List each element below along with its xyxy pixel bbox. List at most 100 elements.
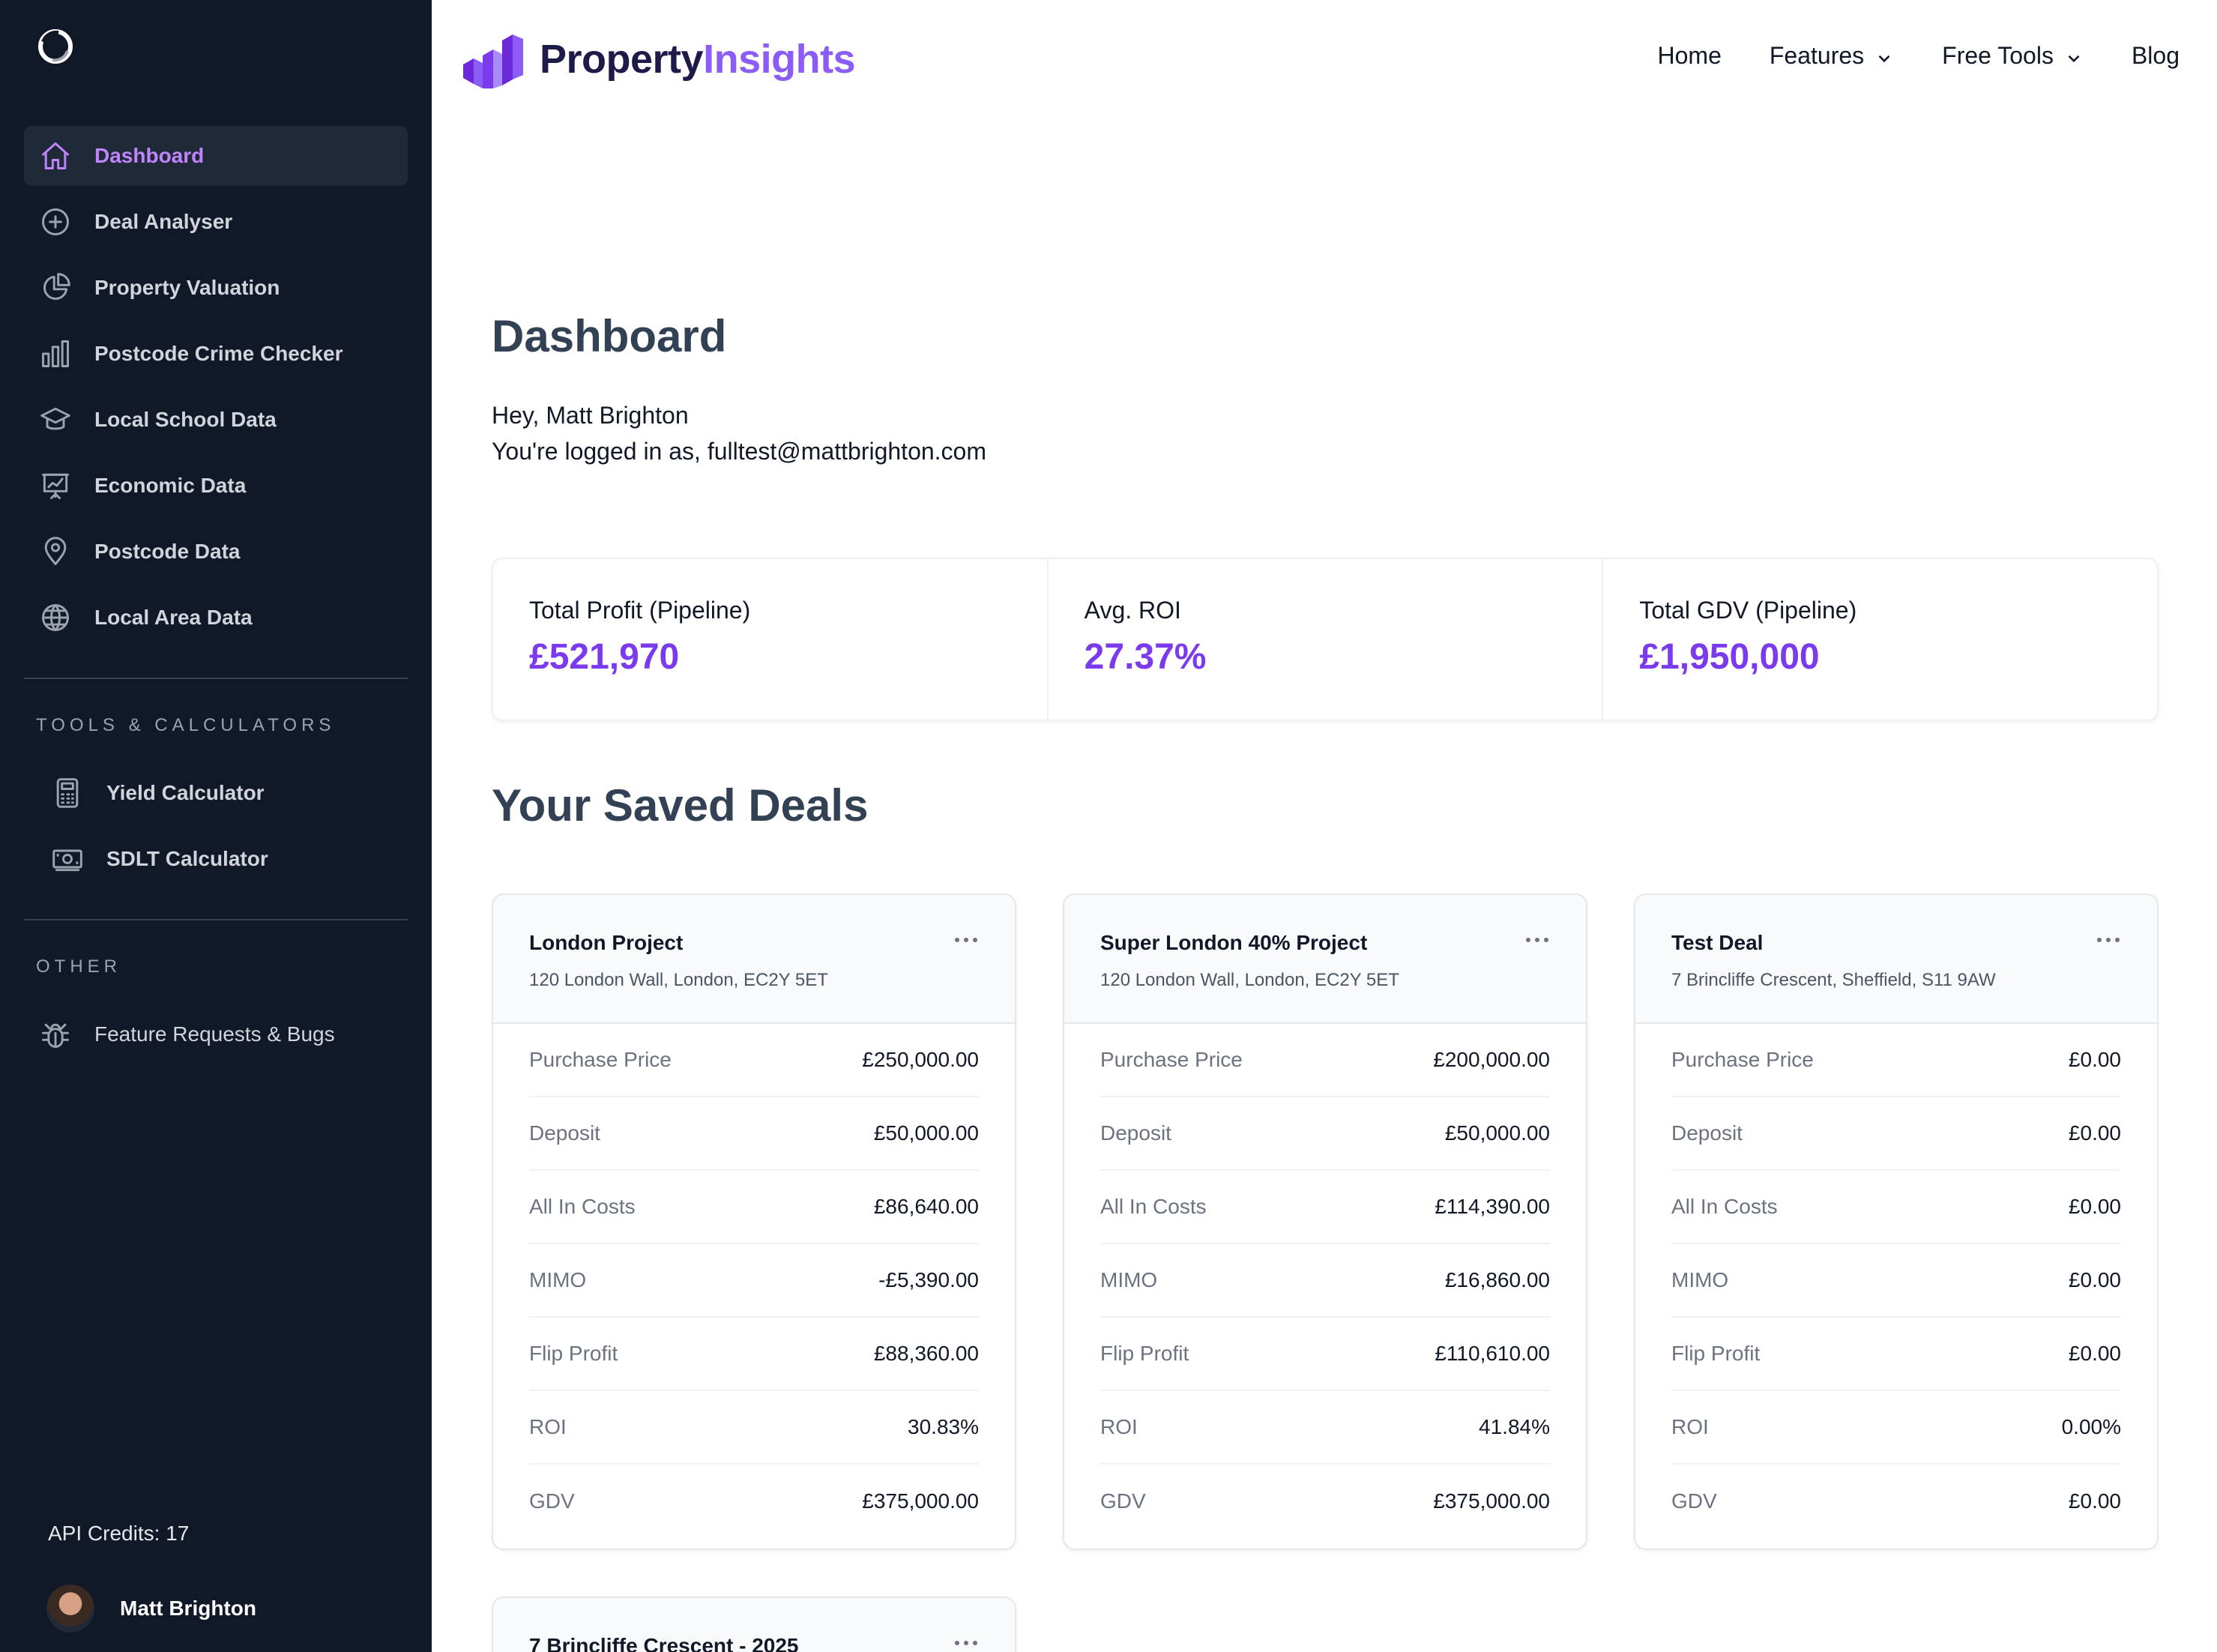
sidebar-item-deal-analyser[interactable]: Deal Analyser bbox=[24, 192, 408, 252]
deal-card-header: London Project 120 London Wall, London, … bbox=[493, 895, 1015, 1024]
chevron-down-icon bbox=[2064, 46, 2084, 66]
deal-row: MIMO £0.00 bbox=[1671, 1244, 2121, 1318]
sidebar-item-economic-data[interactable]: Economic Data bbox=[24, 456, 408, 516]
deal-row-value: £0.00 bbox=[2068, 1048, 2121, 1071]
sidebar-item-local-school-data[interactable]: Local School Data bbox=[24, 390, 408, 450]
deal-card[interactable]: London Project 120 London Wall, London, … bbox=[492, 893, 1016, 1550]
deal-row-value: £375,000.00 bbox=[862, 1489, 979, 1513]
brand-logo[interactable]: PropertyInsights bbox=[457, 25, 856, 93]
deal-address: 120 London Wall, London, EC2Y 5ET bbox=[1100, 970, 1399, 990]
sidebar: Dashboard Deal Analyser Property Valuati… bbox=[0, 0, 432, 1652]
deal-card-body: Purchase Price £0.00 Deposit £0.00 All In … bbox=[1635, 1024, 2157, 1538]
deal-row-label: Deposit bbox=[1671, 1121, 1743, 1145]
stats-panel: Total Profit (Pipeline) £521,970 Avg. RO… bbox=[492, 558, 2159, 721]
more-options-icon[interactable] bbox=[953, 932, 979, 947]
deal-card-header: Test Deal 7 Brincliffe Crescent, Sheffie… bbox=[1635, 895, 2157, 1024]
user-name: Matt Brighton bbox=[120, 1597, 256, 1620]
deal-name: Test Deal bbox=[1671, 931, 1764, 954]
more-options-icon[interactable] bbox=[1524, 932, 1550, 947]
greeting-name: Hey, Matt Brighton bbox=[492, 402, 689, 429]
nav-home[interactable]: Home bbox=[1657, 42, 1722, 69]
deal-row: MIMO £16,860.00 bbox=[1100, 1244, 1550, 1318]
sidebar-item-dashboard[interactable]: Dashboard bbox=[24, 126, 408, 186]
more-options-icon[interactable] bbox=[953, 1636, 979, 1651]
deal-row-value: £375,000.00 bbox=[1433, 1489, 1550, 1513]
deal-row-value: 0.00% bbox=[2061, 1415, 2121, 1438]
map-pin-icon bbox=[39, 535, 72, 568]
nav-free-tools-label: Free Tools bbox=[1942, 42, 2054, 69]
deal-row: Flip Profit £0.00 bbox=[1671, 1318, 2121, 1391]
deal-row: Flip Profit £88,360.00 bbox=[529, 1318, 979, 1391]
deal-row-label: Deposit bbox=[529, 1121, 600, 1145]
deal-card[interactable]: Test Deal 7 Brincliffe Crescent, Sheffie… bbox=[1634, 893, 2159, 1550]
other-nav: Feature Requests & Bugs bbox=[24, 1004, 408, 1070]
deal-row: GDV £375,000.00 bbox=[529, 1465, 979, 1538]
deal-card[interactable]: Super London 40% Project 120 London Wall… bbox=[1063, 893, 1587, 1550]
deal-row-value: 30.83% bbox=[908, 1415, 979, 1438]
more-options-icon[interactable] bbox=[2096, 932, 2121, 947]
deal-row-label: MIMO bbox=[529, 1268, 587, 1291]
deal-row-value: £200,000.00 bbox=[1433, 1048, 1550, 1071]
sidebar-item-label: Feature Requests & Bugs bbox=[94, 1022, 335, 1046]
deal-row: Deposit £0.00 bbox=[1671, 1097, 2121, 1171]
nav-blog[interactable]: Blog bbox=[2131, 42, 2180, 69]
nav-features[interactable]: Features bbox=[1770, 42, 1894, 70]
sidebar-item-postcode-crime-checker[interactable]: Postcode Crime Checker bbox=[24, 324, 408, 384]
deal-row-value: £16,860.00 bbox=[1444, 1268, 1550, 1291]
bug-icon bbox=[39, 1018, 72, 1051]
deal-row-value: -£5,390.00 bbox=[878, 1268, 979, 1291]
deal-row-label: MIMO bbox=[1671, 1268, 1729, 1291]
sidebar-item-label: Postcode Data bbox=[94, 540, 241, 563]
deal-row-label: All In Costs bbox=[1671, 1195, 1778, 1218]
deal-row: Purchase Price £250,000.00 bbox=[529, 1024, 979, 1097]
deal-row-label: Purchase Price bbox=[1671, 1048, 1814, 1071]
deal-row: Flip Profit £110,610.00 bbox=[1100, 1318, 1550, 1391]
deal-card-body: Purchase Price £200,000.00 Deposit £50,000… bbox=[1064, 1024, 1586, 1538]
deal-row-value: £50,000.00 bbox=[1444, 1121, 1550, 1145]
deal-row: All In Costs £0.00 bbox=[1671, 1171, 2121, 1244]
sidebar-item-label: Local Area Data bbox=[94, 606, 253, 629]
deal-row: Deposit £50,000.00 bbox=[529, 1097, 979, 1171]
deal-row: ROI 0.00% bbox=[1671, 1391, 2121, 1465]
sidebar-divider bbox=[24, 919, 408, 920]
deal-address: 7 Brincliffe Crescent, Sheffield, S11 9A… bbox=[1671, 970, 1996, 990]
pie-chart-icon bbox=[39, 271, 72, 304]
sidebar-item-property-valuation[interactable]: Property Valuation bbox=[24, 258, 408, 318]
user-profile[interactable]: Matt Brighton bbox=[46, 1585, 256, 1633]
graduation-cap-icon bbox=[39, 403, 72, 436]
deal-row: ROI 41.84% bbox=[1100, 1391, 1550, 1465]
other-heading: OTHER bbox=[36, 956, 121, 977]
deal-row-label: Deposit bbox=[1100, 1121, 1171, 1145]
deal-row-value: £0.00 bbox=[2068, 1195, 2121, 1218]
deal-row-value: £114,390.00 bbox=[1435, 1195, 1550, 1218]
sidebar-item-postcode-data[interactable]: Postcode Data bbox=[24, 522, 408, 582]
brand-mark-icon bbox=[463, 34, 523, 88]
deal-row: MIMO -£5,390.00 bbox=[529, 1244, 979, 1318]
deal-row-label: Flip Profit bbox=[1671, 1342, 1761, 1365]
saved-deals-title: Your Saved Deals bbox=[492, 780, 869, 830]
deal-row-value: £86,640.00 bbox=[873, 1195, 979, 1218]
sidebar-item-sdlt-calculator[interactable]: SDLT Calculator bbox=[36, 829, 408, 889]
avatar[interactable] bbox=[46, 1585, 94, 1633]
app-logo-icon[interactable] bbox=[36, 27, 75, 66]
sidebar-item-yield-calculator[interactable]: Yield Calculator bbox=[36, 763, 408, 823]
stat-value: 27.37% bbox=[1084, 637, 1207, 677]
deal-name: Super London 40% Project bbox=[1100, 931, 1368, 954]
stat-avg-roi: Avg. ROI 27.37% bbox=[1049, 559, 1604, 720]
deal-row-label: GDV bbox=[1671, 1489, 1717, 1513]
deal-row: All In Costs £86,640.00 bbox=[529, 1171, 979, 1244]
deal-row: ROI 30.83% bbox=[529, 1391, 979, 1465]
main-content: PropertyInsights Home Features Free Tool… bbox=[432, 0, 2217, 1652]
sidebar-item-local-area-data[interactable]: Local Area Data bbox=[24, 588, 408, 648]
deal-card[interactable]: 7 Brincliffe Crescent - 2025 bbox=[492, 1597, 1016, 1652]
stat-total-gdv: Total GDV (Pipeline) £1,950,000 bbox=[1603, 559, 2157, 720]
deal-row-value: £0.00 bbox=[2068, 1121, 2121, 1145]
api-credits: API Credits: 17 bbox=[48, 1522, 190, 1545]
deal-row-label: GDV bbox=[1100, 1489, 1146, 1513]
nav-features-label: Features bbox=[1769, 42, 1865, 69]
deal-row-value: £110,610.00 bbox=[1435, 1342, 1550, 1365]
nav-free-tools[interactable]: Free Tools bbox=[1942, 42, 2084, 70]
sidebar-item-feature-requests[interactable]: Feature Requests & Bugs bbox=[24, 1004, 408, 1064]
stat-value: £521,970 bbox=[529, 637, 680, 677]
plus-circle-icon bbox=[39, 205, 72, 238]
